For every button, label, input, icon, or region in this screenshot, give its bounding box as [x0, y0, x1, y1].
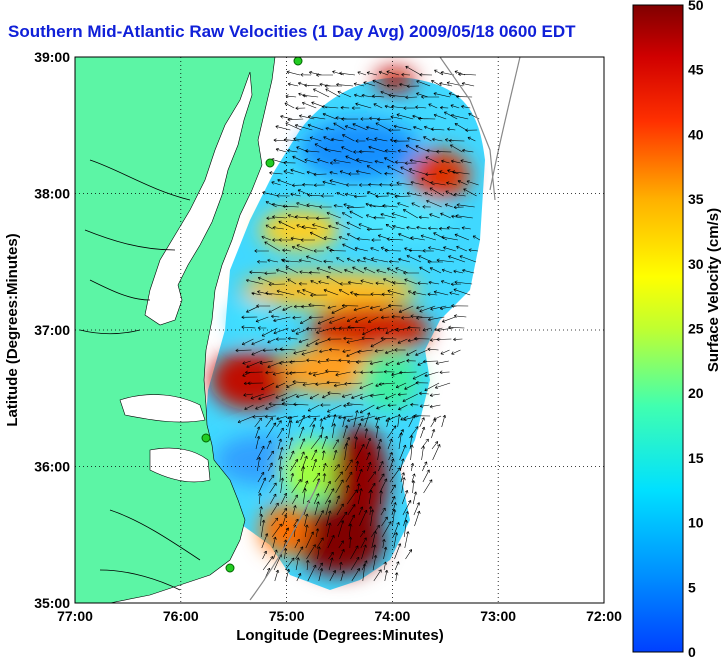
colorbar-tick: 20 [688, 385, 704, 401]
vector-arrows-path [235, 65, 481, 582]
colorbar-tick: 45 [688, 62, 704, 78]
x-tick-label: 73:00 [480, 608, 516, 624]
river [79, 159, 201, 591]
chesapeake-bay [144, 71, 253, 326]
y-tick-label: 37:00 [34, 322, 70, 338]
shelf-contour [249, 57, 521, 601]
y-tick-labels: 39:00 38:00 37:00 36:00 35:00 [34, 49, 70, 611]
x-tick-labels: 77:00 76:00 75:00 74:00 73:00 72:00 [57, 608, 622, 624]
x-tick-label: 77:00 [57, 608, 93, 624]
x-tick-label: 74:00 [374, 608, 410, 624]
x-tick-label: 72:00 [586, 608, 622, 624]
radar-site [201, 433, 211, 443]
colorbar-tick: 30 [688, 256, 704, 272]
radar-site [293, 57, 303, 66]
map-title: Southern Mid-Atlantic Raw Velocities (1 … [8, 22, 576, 41]
colorbar-tick: 10 [688, 515, 704, 531]
colorbar-tick: 0 [688, 644, 696, 659]
plot-frame [74, 56, 605, 604]
colorbar-tick: 35 [688, 191, 704, 207]
colorbar-tick: 25 [688, 321, 704, 337]
y-tick-label: 39:00 [34, 49, 70, 65]
albemarle-sound [119, 394, 211, 483]
colorbar-tick: 50 [688, 0, 704, 13]
y-tick-label: 38:00 [34, 186, 70, 202]
colorbar-tick: 15 [688, 450, 704, 466]
radar-site [265, 158, 275, 168]
y-tick-label: 36:00 [34, 459, 70, 475]
velocity-vectors [235, 65, 481, 582]
colorbar-tick: 5 [688, 579, 696, 595]
x-tick-label: 76:00 [163, 608, 199, 624]
y-tick-label: 35:00 [34, 595, 70, 611]
x-axis-label: Longitude (Degrees:Minutes) [236, 627, 444, 644]
grid-lines [75, 57, 604, 603]
y-axis-label: Latitude (Degrees:Minutes) [4, 233, 21, 426]
colorbar [632, 4, 684, 653]
radar-site [225, 563, 235, 573]
colorbar-tick-labels: 50 45 40 35 30 25 20 15 10 5 0 [688, 0, 704, 659]
x-tick-label: 75:00 [269, 608, 305, 624]
colorbar-tick: 40 [688, 126, 704, 142]
colorbar-label: Surface Velocity (cm/s) [705, 208, 722, 372]
